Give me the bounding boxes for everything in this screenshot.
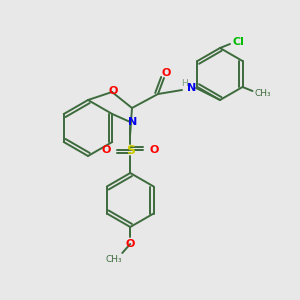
Text: O: O	[161, 68, 171, 78]
Text: Cl: Cl	[232, 37, 244, 47]
Text: O: O	[108, 86, 118, 96]
Text: N: N	[128, 117, 137, 127]
Text: O: O	[150, 145, 159, 155]
Text: O: O	[126, 239, 135, 249]
Text: O: O	[102, 145, 111, 155]
Text: S: S	[126, 143, 135, 157]
Text: CH₃: CH₃	[106, 254, 123, 263]
Text: N: N	[188, 83, 196, 93]
Text: H: H	[182, 79, 188, 88]
Text: CH₃: CH₃	[254, 88, 271, 98]
